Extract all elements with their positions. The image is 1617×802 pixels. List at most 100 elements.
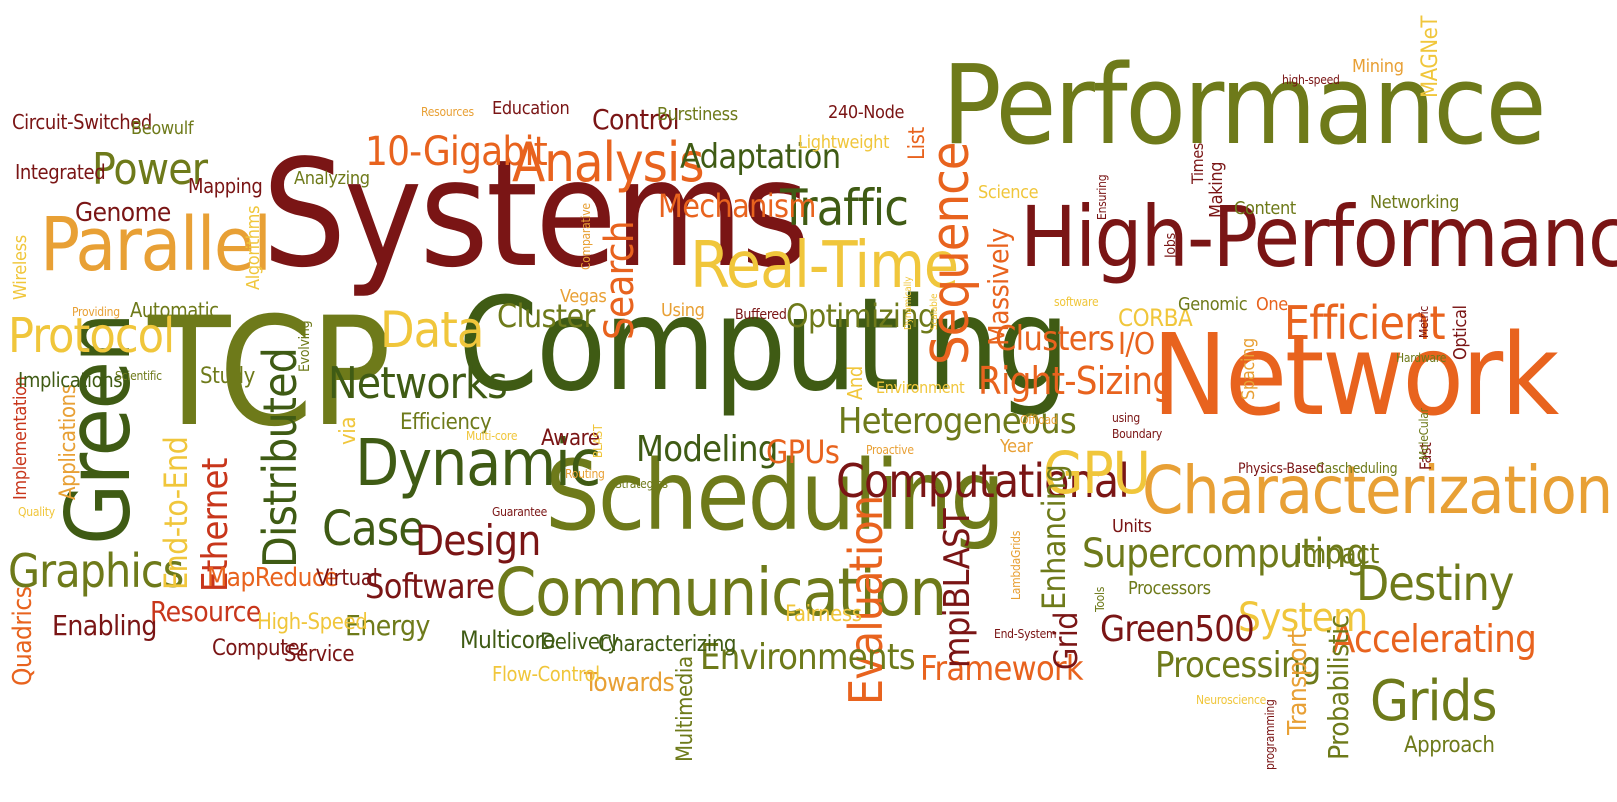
word-heterogeneous: Heterogeneous <box>838 401 1077 442</box>
word-accelerating: Accelerating <box>1332 617 1537 661</box>
word-mechanism: Mechanism <box>658 187 816 225</box>
word-providing: Providing <box>72 305 120 319</box>
word-efficient: Efficient <box>1284 296 1446 350</box>
word-and: And <box>843 366 867 400</box>
word-circuit-switched: Circuit-Switched <box>12 110 152 134</box>
word-system: System <box>1238 595 1368 641</box>
word-high-speed-lower: high-speed <box>1282 73 1340 87</box>
word-data: Data <box>380 301 484 359</box>
word-processors: Processors <box>1128 578 1211 599</box>
word-virtual: Virtual <box>316 566 378 591</box>
word-mpiblast: mpiBLAST <box>937 509 978 668</box>
word-control: Control <box>592 103 680 136</box>
word-ensuring: Ensuring <box>1095 174 1109 220</box>
word-algorithms: Algorithms <box>243 205 264 290</box>
word-aware: Aware <box>541 426 600 451</box>
word-units: Units <box>1112 516 1152 537</box>
word-physics-based: Physics-Based <box>1238 461 1324 477</box>
word-scalable: Scalable <box>929 293 940 330</box>
word-analyzing: Analyzing <box>294 168 370 189</box>
word-corba: CORBA <box>1118 304 1193 332</box>
word-genomic: Genomic <box>1178 294 1248 315</box>
word-optical: Optical <box>1450 305 1471 360</box>
word-networking: Networking <box>1370 192 1460 213</box>
word-power: Power <box>92 144 208 195</box>
word-end-to-end: End-to-End <box>157 436 195 590</box>
word-implementation: Implementation <box>10 376 31 500</box>
word-multimedia: Multimedia <box>673 656 698 762</box>
word-using-lower: using <box>1112 411 1140 425</box>
word-communication: Communication <box>495 554 947 631</box>
word-science: Science <box>978 182 1039 203</box>
word-10-gigabit: 10-Gigabit <box>365 129 548 175</box>
word-using: Using <box>661 300 705 321</box>
word-enhancing: Enhancing <box>1035 464 1073 610</box>
word-hardware: Hardware <box>1396 351 1447 365</box>
word-times: Times <box>1188 142 1207 184</box>
word-offload: Offload <box>1020 413 1058 427</box>
word-probabilistic: Probabilistic <box>1322 615 1355 760</box>
word-transport: Transport <box>1283 630 1313 735</box>
word-lambdagrids: LambdaGrids <box>1009 530 1023 600</box>
word-content: Content <box>1234 198 1296 219</box>
word-processing: Processing <box>1155 645 1321 686</box>
word-spacing: Spacing <box>1238 338 1259 400</box>
word-graphics: Graphics <box>8 544 184 598</box>
word-gpus: GPUs <box>766 433 840 471</box>
word-programming: programming <box>1263 699 1277 770</box>
word-computer: Computer <box>212 636 307 661</box>
word-green500: Green500 <box>1100 609 1255 650</box>
word-destiny: Destiny <box>1356 556 1514 612</box>
word-grids: Grids <box>1370 669 1498 734</box>
word-environment: Environment <box>876 378 965 397</box>
word-fairness: Fairness <box>785 602 862 627</box>
word-multicore: Multicore <box>460 626 556 654</box>
word-buffered: Buffered <box>735 307 787 323</box>
word-computational: Computational <box>836 454 1130 508</box>
word-protocol: Protocol <box>8 308 175 364</box>
word-network: Network <box>1152 311 1559 441</box>
word-automatic: Automatic <box>130 298 219 322</box>
word-blast: BLAST <box>591 424 605 458</box>
word-flow-control: Flow-Control <box>492 662 600 686</box>
word-optimizing: Optimizing <box>786 297 936 335</box>
word-quadrics: Quadrics <box>8 586 38 686</box>
word-magnet: MAGNeT <box>1418 16 1443 98</box>
word-tcp: TCP <box>148 286 391 460</box>
word-service: Service <box>284 642 355 667</box>
word-lightweight: Lightweight <box>798 132 890 153</box>
word-routing: Routing <box>565 467 605 481</box>
word-towards: Towards <box>584 668 675 698</box>
word-cluster: Cluster <box>497 297 595 335</box>
word-240-node: 240-Node <box>828 102 905 123</box>
word-vegas: Vegas <box>560 286 607 307</box>
word-adaptation: Adaptation <box>680 137 841 177</box>
word-characterization: Characterization <box>1142 452 1613 529</box>
word-grid: Grid <box>1047 612 1085 670</box>
word-systems: Systems <box>262 128 810 300</box>
word-guarantee: Guarantee <box>492 505 548 519</box>
word-performance: Performance <box>942 41 1546 169</box>
word-clusters: Clusters <box>995 319 1115 359</box>
word-delivery: Delivery <box>540 630 619 655</box>
word-mapping: Mapping <box>188 174 263 198</box>
word-approach: Approach <box>1404 733 1495 758</box>
word-software-lower: software <box>1054 295 1099 309</box>
word-scheduling: Scheduling <box>545 440 1005 552</box>
word-multi-core: Multi-core <box>466 429 518 443</box>
word-distributed: Distributed <box>253 347 307 568</box>
word-design: Design <box>415 516 541 565</box>
word-via: via <box>336 416 361 445</box>
word-integrated: Integrated <box>15 160 106 184</box>
word-gpu: GPU <box>1043 439 1151 507</box>
word-software: Software <box>365 567 495 607</box>
word-dynamic: Dynamic <box>355 427 601 501</box>
word-applications: Applications <box>56 384 81 500</box>
word-cascheduling: Cascheduling <box>1316 461 1398 477</box>
word-massively: Massively <box>982 228 1015 346</box>
word-molecular: MoleCular <box>1417 408 1431 460</box>
word-networks: Networks <box>328 358 508 409</box>
word-list: List <box>905 127 930 160</box>
word-wireless: Wireless <box>10 235 31 300</box>
word-year: Year <box>1000 436 1033 457</box>
